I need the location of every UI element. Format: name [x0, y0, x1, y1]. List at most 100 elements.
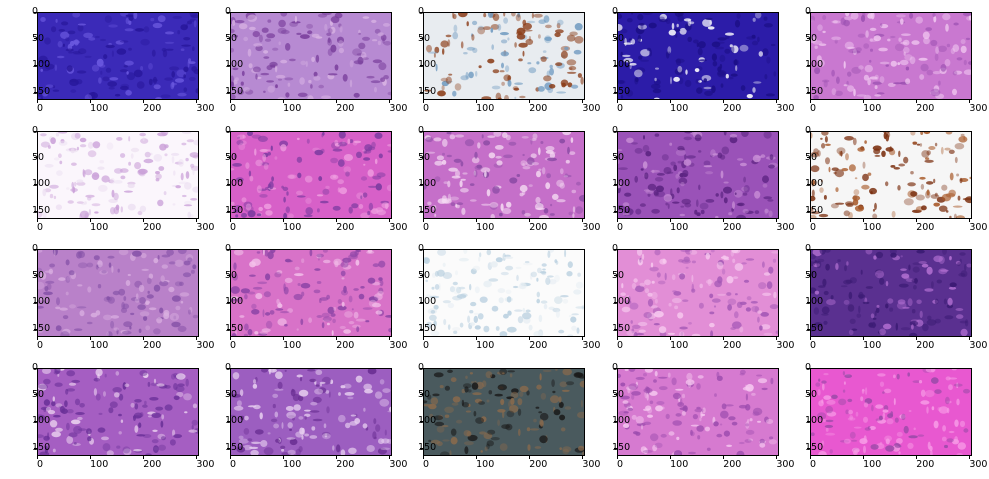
texture-blob [555, 62, 563, 67]
texture-blob [527, 444, 531, 451]
y-tick-label: 100 [805, 178, 824, 190]
y-tick [614, 130, 617, 132]
texture-blob [95, 369, 103, 377]
texture-blob [682, 299, 689, 302]
x-tick-label: 200 [723, 222, 742, 233]
texture-blob [231, 28, 235, 34]
texture-blob [258, 333, 268, 336]
texture-blob [76, 70, 87, 74]
texture-blob [576, 327, 580, 334]
texture-blob [484, 446, 488, 452]
texture-blob [491, 44, 494, 50]
texture-blob [512, 285, 519, 289]
texture-blob [541, 263, 547, 267]
y-tick-label: 50 [612, 32, 625, 44]
texture-blob [745, 421, 750, 429]
texture-blob [231, 286, 240, 294]
texture-blob [147, 290, 150, 294]
texture-blob [455, 270, 458, 276]
texture-blob [464, 139, 475, 147]
texture-blob [695, 79, 700, 84]
texture-blob [869, 27, 877, 31]
texture-blob [377, 447, 387, 455]
y-tick [807, 91, 810, 93]
texture-blob [349, 421, 358, 426]
texture-blob [279, 311, 290, 314]
panel-r2c4: 0 100 200 300 0 50 100 150 [612, 126, 794, 233]
texture-blob [822, 383, 825, 391]
texture-blob [159, 280, 169, 287]
x-tick [229, 100, 231, 103]
tissue-texture [618, 369, 778, 455]
texture-blob [345, 171, 350, 177]
texture-blob [565, 381, 575, 386]
texture-blob [757, 378, 768, 384]
x-tick-label: 300 [776, 103, 795, 114]
texture-blob [342, 74, 348, 82]
texture-blob [74, 132, 81, 139]
texture-blob [360, 176, 368, 181]
texture-blob [513, 87, 520, 91]
x-tick [915, 219, 917, 222]
texture-blob [696, 42, 699, 47]
texture-blob [256, 251, 261, 254]
texture-blob [745, 423, 750, 427]
texture-blob [733, 189, 743, 198]
texture-blob [555, 29, 564, 34]
texture-blob [449, 286, 456, 293]
x-tick [89, 456, 91, 459]
texture-blob [696, 87, 703, 94]
texture-blob [188, 61, 196, 64]
texture-blob [138, 328, 142, 333]
y-tick-label: 150 [418, 442, 437, 453]
texture-blob [938, 406, 949, 414]
texture-blob [248, 63, 253, 69]
texture-blob [87, 286, 92, 293]
texture-blob [661, 154, 669, 161]
texture-blob [52, 396, 55, 402]
tissue-texture [424, 13, 584, 99]
texture-blob [642, 161, 648, 169]
texture-blob [836, 76, 840, 84]
texture-blob [264, 38, 272, 42]
texture-blob [187, 211, 191, 218]
texture-blob [754, 210, 760, 214]
texture-blob [817, 150, 821, 157]
texture-blob [275, 84, 278, 89]
texture-blob [373, 418, 377, 425]
texture-blob [454, 134, 465, 138]
texture-blob [912, 266, 920, 273]
texture-blob [356, 326, 360, 333]
texture-blob [679, 326, 688, 330]
texture-blob [857, 33, 866, 38]
texture-blob [645, 386, 649, 392]
texture-blob [752, 407, 763, 416]
texture-blob [286, 191, 289, 196]
texture-blob [48, 268, 54, 275]
texture-blob [681, 198, 691, 205]
texture-blob [125, 17, 129, 25]
texture-blob [696, 406, 701, 410]
texture-blob [750, 301, 758, 304]
texture-blob [814, 67, 821, 75]
x-tick-label: 0 [617, 340, 624, 351]
texture-blob [43, 378, 51, 385]
texture-blob [620, 382, 626, 387]
texture-blob [157, 15, 166, 23]
texture-blob [377, 40, 381, 46]
texture-blob [691, 288, 696, 293]
texture-blob [724, 32, 735, 36]
x-tick [581, 219, 583, 222]
texture-blob [825, 432, 836, 436]
texture-blob [67, 30, 76, 35]
x-tick [862, 337, 864, 340]
texture-blob [550, 203, 553, 207]
texture-blob [177, 92, 187, 97]
texture-blob [647, 414, 653, 418]
texture-blob [579, 380, 584, 388]
texture-blob [103, 54, 108, 60]
texture-blob [358, 42, 366, 50]
texture-blob [179, 292, 190, 297]
texture-blob [155, 171, 160, 175]
texture-blob [813, 94, 819, 99]
